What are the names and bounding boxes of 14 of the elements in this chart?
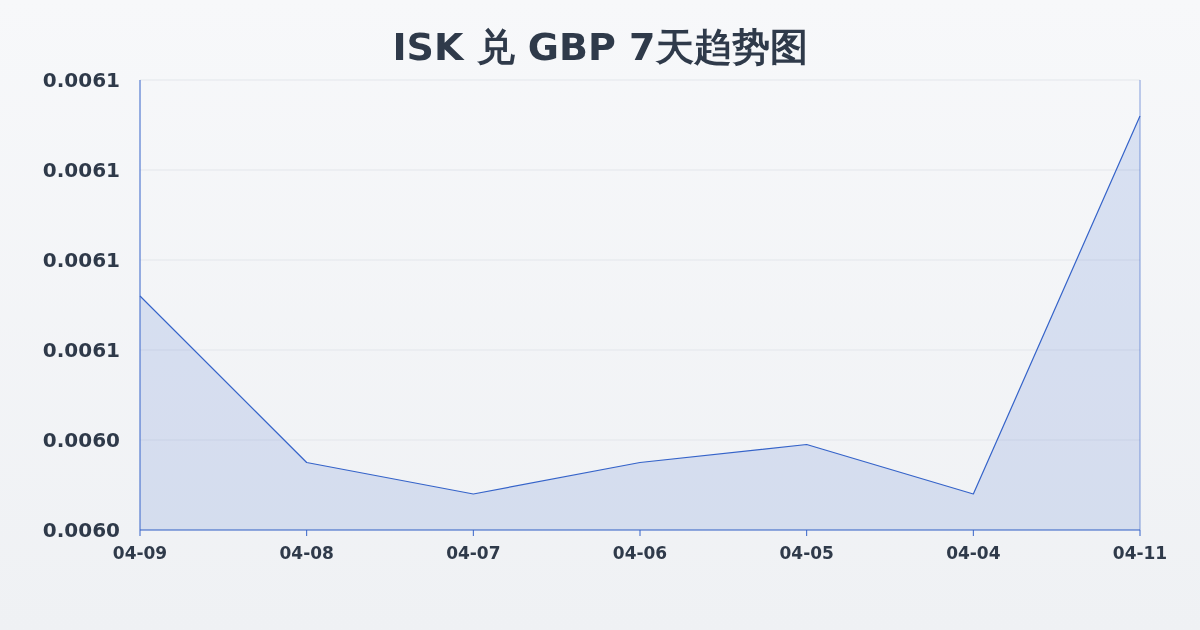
chart-title: ISK 兑 GBP 7天趋势图 xyxy=(392,25,808,69)
x-tick-label: 04-05 xyxy=(779,543,834,563)
y-tick-label: 0.0061 xyxy=(42,248,120,272)
x-tick-label: 04-04 xyxy=(946,543,1001,563)
x-tick-label: 04-09 xyxy=(112,543,168,563)
y-tick-label: 0.0060 xyxy=(42,428,120,452)
x-tick-label: 04-06 xyxy=(612,543,668,563)
y-tick-label: 0.0060 xyxy=(42,518,120,542)
x-tick-label: 04-11 xyxy=(1112,543,1168,563)
y-tick-label: 0.0061 xyxy=(42,158,120,182)
y-tick-label: 0.0061 xyxy=(42,68,120,92)
y-tick-label: 0.0061 xyxy=(42,338,120,362)
x-tick-label: 04-08 xyxy=(279,543,334,563)
x-tick-label: 04-07 xyxy=(446,543,501,563)
